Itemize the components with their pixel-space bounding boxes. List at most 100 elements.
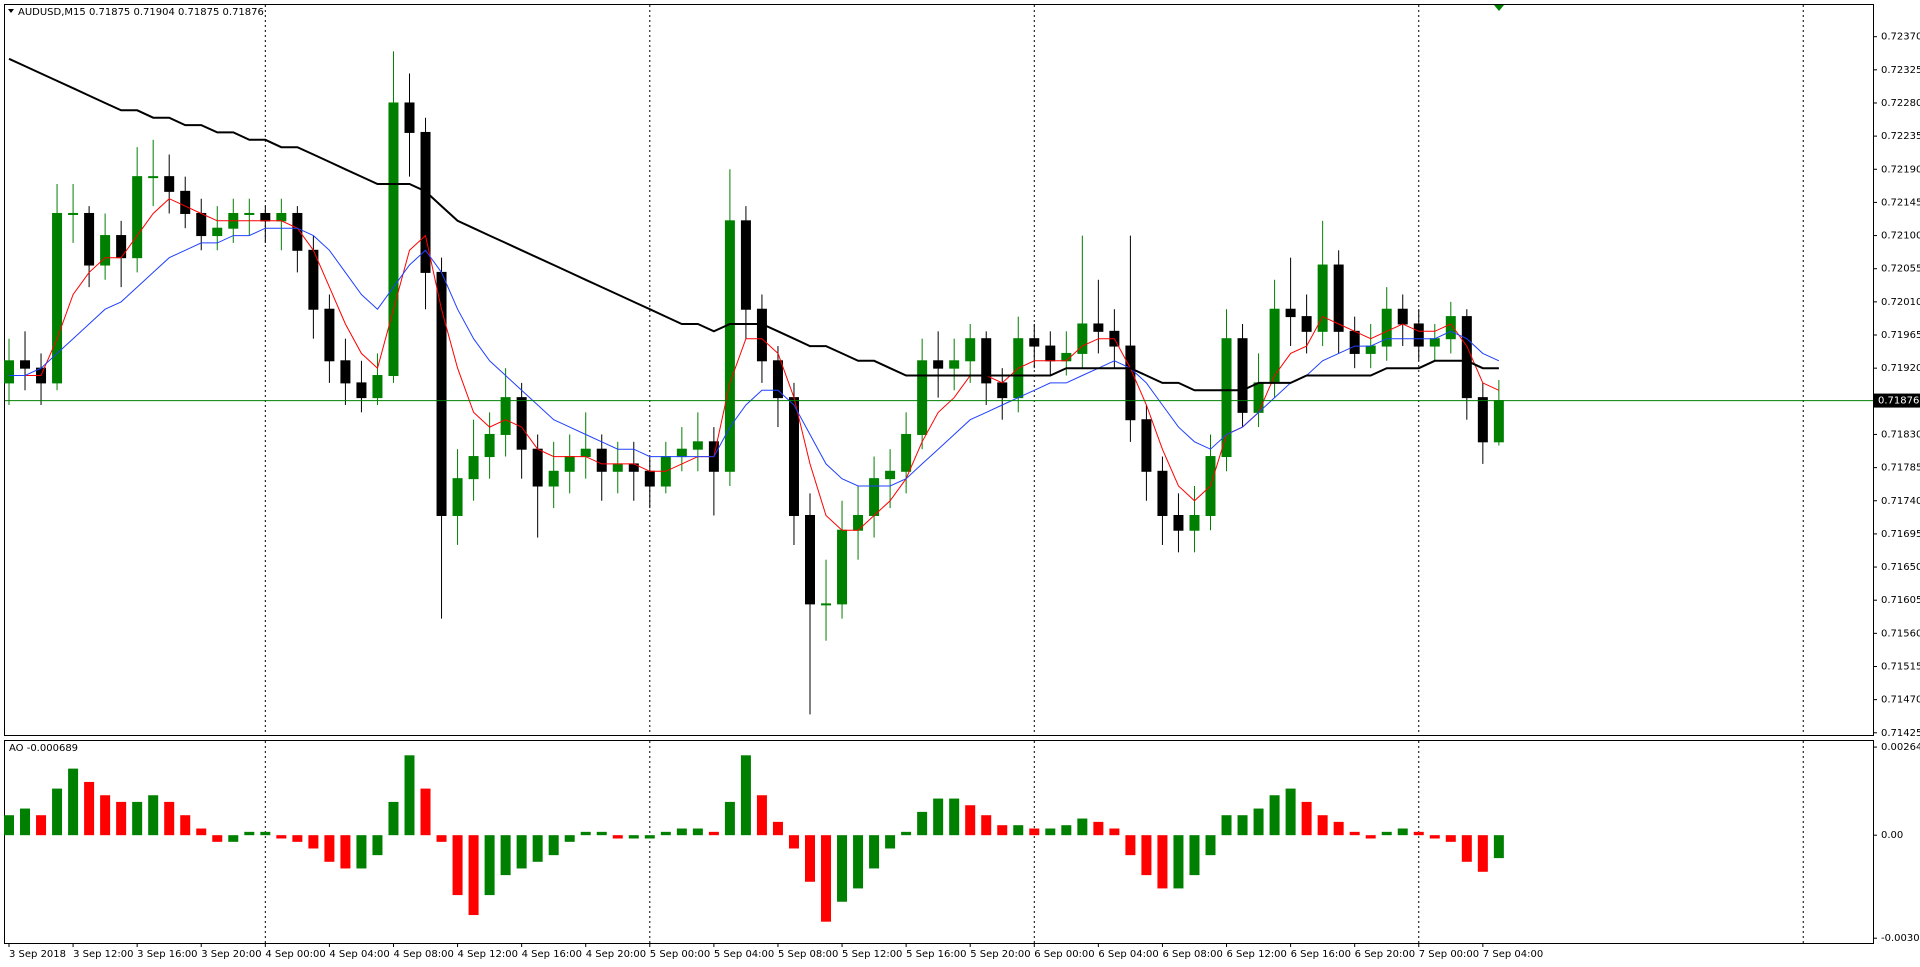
ao-bar (452, 835, 463, 896)
candle-body (148, 176, 159, 179)
ao-bar (532, 835, 543, 862)
y-tick-label: 0.71515 (1881, 661, 1920, 672)
candle-body (500, 397, 511, 435)
y-tick-label: 0.71920 (1881, 363, 1920, 374)
candle-body (388, 102, 399, 377)
candle-body (1477, 397, 1488, 443)
x-tick-label: 6 Sep 12:00 (1227, 949, 1287, 960)
candle-body (244, 212, 255, 215)
candle-body (1221, 338, 1232, 458)
ao-bar (500, 835, 511, 876)
ao-bar (724, 801, 735, 836)
y-tick-label: 0.71425 (1881, 728, 1920, 739)
candle-body (468, 456, 479, 480)
candle-body (1237, 338, 1248, 413)
ao-bar (1365, 835, 1376, 839)
candle-body (676, 448, 687, 458)
ao-bar (4, 815, 14, 836)
y-tick-label: 0.71695 (1881, 529, 1920, 540)
ao-bar (1189, 835, 1200, 876)
candle-body (1173, 514, 1184, 531)
ao-bar (340, 835, 351, 869)
candle-body (196, 212, 207, 237)
y-tick-label: 0.71650 (1881, 562, 1920, 573)
candle-body (260, 212, 271, 222)
ao-bar (356, 835, 367, 869)
ao-bar (821, 835, 832, 922)
candle-body (644, 470, 655, 487)
candle-body (116, 235, 127, 259)
chart-title: AUDUSD,M15 0.71875 0.71904 0.71875 0.718… (18, 7, 264, 18)
price-label: 0.71876 (1878, 396, 1919, 407)
indicator-title: AO -0.000689 (9, 743, 78, 754)
ao-bar (933, 798, 944, 836)
ao-bar (1237, 815, 1248, 836)
ao-bar (100, 795, 111, 836)
candle-body (372, 375, 383, 399)
ao-bar (1061, 825, 1072, 836)
candle-body (1365, 345, 1376, 354)
ao-bar (68, 768, 79, 836)
x-tick-label: 4 Sep 12:00 (458, 949, 518, 960)
main-panel (4, 4, 1874, 736)
x-tick-label: 6 Sep 16:00 (1291, 949, 1351, 960)
candle-body (1413, 323, 1424, 347)
ao-bar (1109, 828, 1120, 836)
candle-body (788, 397, 799, 516)
ao-bar (404, 755, 415, 836)
moving-average (8, 57, 1499, 392)
ao-bar (740, 755, 751, 836)
candle-body (580, 448, 591, 458)
y-tick-label: 0.72370 (1881, 32, 1920, 43)
ao-bar (1269, 795, 1280, 836)
ao-bar (981, 815, 992, 836)
candle-body (404, 102, 415, 133)
y-tick-label: 0.71470 (1881, 695, 1920, 706)
ao-bar (708, 831, 719, 836)
x-tick-label: 3 Sep 2018 (9, 949, 66, 960)
ao-bar (420, 788, 431, 836)
ao-bar (196, 828, 207, 836)
candle-body (132, 176, 143, 259)
x-tick-label: 7 Sep 04:00 (1483, 949, 1543, 960)
candle-body (100, 235, 111, 266)
price-label-box (1874, 393, 1920, 408)
candle-body (532, 448, 543, 487)
shift-marker (1494, 5, 1504, 11)
candle-body (564, 456, 575, 472)
ao-bar (1413, 831, 1424, 836)
x-tick-label: 3 Sep 20:00 (201, 949, 261, 960)
y-tick-label: 0.71785 (1881, 463, 1920, 474)
candle-body (1061, 352, 1072, 362)
candle-body (885, 470, 896, 480)
ao-bar (36, 815, 47, 836)
x-tick-label: 5 Sep 20:00 (970, 949, 1030, 960)
x-tick-label: 5 Sep 08:00 (778, 949, 838, 960)
y-tick-label: 0.71830 (1881, 429, 1920, 440)
ao-bar (1029, 828, 1040, 836)
x-tick-label: 5 Sep 04:00 (714, 949, 774, 960)
candle-body (548, 470, 559, 487)
candle-body (1157, 470, 1168, 516)
candle-body (340, 360, 351, 384)
ao-bar (660, 831, 671, 836)
ao-bar (965, 805, 976, 836)
ao-bar (548, 835, 559, 856)
candle-body (949, 360, 960, 369)
x-tick-label: 6 Sep 08:00 (1162, 949, 1222, 960)
ao-bar (1461, 835, 1472, 862)
candle-body (1301, 316, 1312, 332)
symbol-arrow (8, 9, 14, 13)
separators (264, 5, 1804, 943)
ao-bar (1253, 808, 1264, 836)
ao-bar (1221, 815, 1232, 836)
y-tick-label: 0.72235 (1881, 131, 1920, 142)
ao-bar (84, 781, 95, 836)
candle-body (997, 382, 1008, 399)
x-tick-label: 4 Sep 16:00 (522, 949, 582, 960)
ao-bar (164, 801, 175, 836)
candle-body (212, 227, 223, 237)
ao-bar (1429, 835, 1440, 839)
ao-bar (644, 835, 655, 839)
